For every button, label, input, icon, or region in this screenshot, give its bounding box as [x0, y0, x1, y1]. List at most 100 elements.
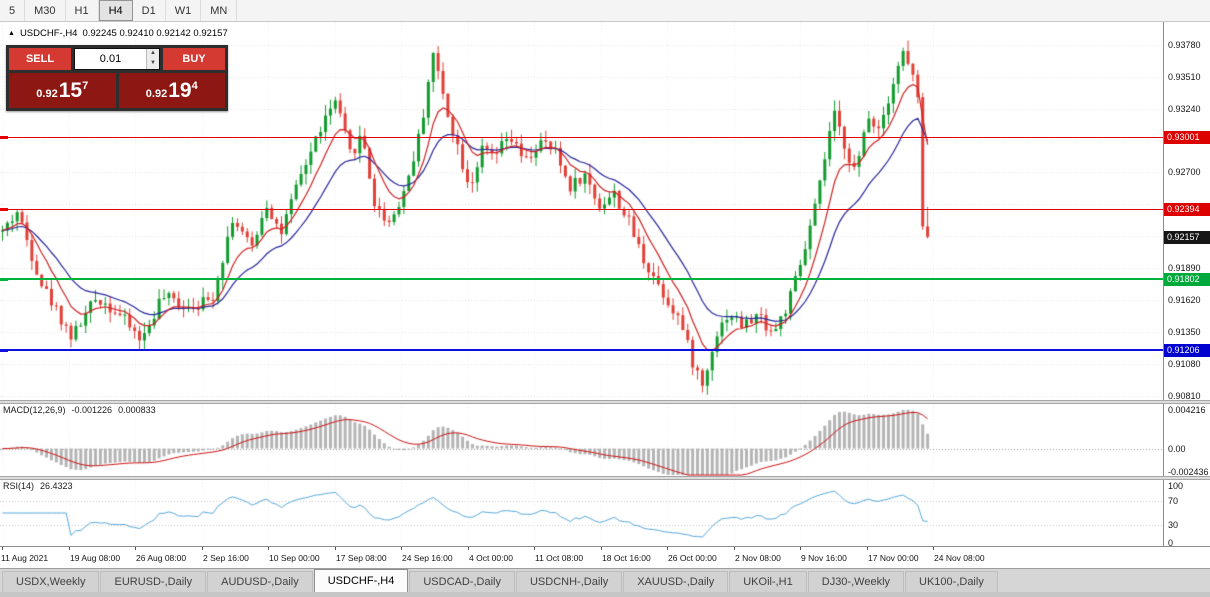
time-label: 10 Sep 00:00	[269, 553, 320, 563]
line-handle-icon[interactable]	[0, 349, 8, 352]
price-tick-label: 0.93510	[1168, 72, 1201, 82]
buy-button[interactable]: BUY	[163, 48, 225, 70]
time-tick	[135, 547, 136, 550]
time-label: 2 Sep 16:00	[203, 553, 249, 563]
time-tick	[800, 547, 801, 550]
volume-spinner: ▲ ▼	[146, 49, 159, 69]
tab-audusd-daily[interactable]: AUDUSD-,Daily	[207, 571, 313, 592]
tab-uk100-daily[interactable]: UK100-,Daily	[905, 571, 998, 592]
price-scale[interactable]: 0.93780 0.93510 0.93240 0.92700 0.91890 0.916…	[1163, 22, 1210, 568]
price-tick-label: 0.91620	[1168, 295, 1201, 305]
time-label: 26 Aug 08:00	[136, 553, 187, 563]
tab-usdchf-h4[interactable]: USDCHF-,H4	[313, 569, 409, 592]
volume-down-button[interactable]: ▼	[147, 59, 159, 69]
time-label: 17 Nov 00:00	[868, 553, 919, 563]
price-tick-label: 0.91890	[1168, 263, 1201, 273]
price-badge-093001: 0.93001	[1164, 131, 1210, 144]
line-handle-icon[interactable]	[0, 136, 8, 139]
macd-indicator-canvas[interactable]	[0, 404, 1163, 476]
chart-title-ohlc: 0.92245 0.92410 0.92142 0.92157	[82, 28, 228, 39]
rsi-indicator-canvas[interactable]	[0, 480, 1163, 546]
timeframe-button-h4[interactable]: H4	[98, 0, 133, 21]
price-tick-label: 0.90810	[1168, 391, 1201, 401]
rsi-label: RSI(14)	[3, 481, 35, 491]
sell-price-sup: 7	[82, 80, 89, 92]
time-tick	[867, 547, 868, 550]
timeframe-toolbar: 5 M30 H1 H4 D1 W1 MN	[0, 0, 1210, 22]
macd-value-2: 0.000833	[118, 405, 156, 415]
timeframe-button-m30[interactable]: M30	[25, 0, 66, 21]
tab-usdcad-daily[interactable]: USDCAD-,Daily	[409, 571, 515, 592]
bottom-strip	[0, 592, 1210, 597]
time-tick	[2, 547, 3, 550]
line-handle-icon[interactable]	[0, 208, 8, 211]
timeframe-button-5[interactable]: 5	[0, 0, 26, 21]
volume-up-button[interactable]: ▲	[147, 49, 159, 59]
price-badge-092394: 0.92394	[1164, 203, 1210, 216]
time-tick	[401, 547, 402, 550]
rsi-axis-label: 100	[1168, 481, 1184, 491]
chart-title-symbol: USDCHF-,H4	[19, 28, 78, 39]
time-label: 11 Aug 2021	[1, 553, 49, 563]
time-label: 19 Aug 08:00	[70, 553, 121, 563]
time-label: 17 Sep 08:00	[336, 553, 387, 563]
pane-divider-macd[interactable]	[0, 400, 1210, 404]
macd-axis-label: 0.004216	[1168, 405, 1206, 415]
horizontal-line-091802[interactable]	[0, 278, 1163, 280]
tab-xauusd-daily[interactable]: XAUUSD-,Daily	[623, 571, 729, 592]
timeframe-button-w1[interactable]: W1	[166, 0, 202, 21]
time-label: 11 Oct 08:00	[535, 553, 584, 563]
sell-price-big: 15	[58, 79, 83, 102]
time-tick	[601, 547, 602, 550]
chart-area[interactable]: ▲ USDCHF-,H4 0.92245 0.92410 0.92142 0.9…	[0, 22, 1210, 568]
timeframe-button-h1[interactable]: H1	[66, 0, 99, 21]
rsi-axis-label: 70	[1168, 496, 1179, 506]
time-label: 2 Nov 08:00	[735, 553, 781, 563]
time-label: 4 Oct 00:00	[469, 553, 513, 563]
horizontal-line-093001[interactable]	[0, 137, 1163, 138]
time-tick	[734, 547, 735, 550]
line-handle-icon[interactable]	[0, 278, 8, 281]
sell-price-prefix: 0.92	[36, 88, 58, 100]
time-label: 9 Nov 16:00	[801, 553, 847, 563]
volume-input[interactable]	[75, 49, 146, 69]
rsi-axis-label: 0	[1168, 538, 1174, 548]
sell-price-display[interactable]: 0.92 15 7	[9, 73, 116, 108]
price-badge-091206: 0.91206	[1164, 344, 1210, 357]
macd-label-row: MACD(12,26,9) -0.001226 0.000833	[3, 405, 156, 415]
sell-button[interactable]: SELL	[9, 48, 71, 70]
horizontal-line-091206[interactable]	[0, 349, 1163, 351]
price-tick-label: 0.93240	[1168, 104, 1201, 114]
time-tick	[202, 547, 203, 550]
buy-price-big: 19	[168, 79, 192, 102]
time-tick	[534, 547, 535, 550]
tab-usdx-weekly[interactable]: USDX,Weekly	[2, 571, 100, 592]
rsi-value: 26.4323	[40, 481, 73, 491]
macd-axis-label: 0.00	[1168, 444, 1186, 454]
volume-field-wrap: ▲ ▼	[74, 48, 160, 70]
tab-usdcnh-daily[interactable]: USDCNH-,Daily	[515, 571, 623, 592]
price-tick-label: 0.91350	[1168, 327, 1201, 337]
price-tick-label: 0.93780	[1168, 40, 1201, 50]
macd-value-1: -0.001226	[71, 405, 113, 415]
buy-price-display[interactable]: 0.92 19 4	[118, 73, 225, 108]
time-tick	[933, 547, 934, 550]
time-tick	[667, 547, 668, 550]
trade-prices-row: 0.92 15 7 0.92 19 4	[9, 73, 225, 108]
rsi-axis-label: 30	[1168, 520, 1179, 530]
timeframe-button-mn[interactable]: MN	[201, 0, 238, 21]
collapse-triangle-icon[interactable]: ▲	[8, 30, 15, 37]
time-axis[interactable]: 11 Aug 2021 19 Aug 08:00 26 Aug 08:00 2 Sep…	[0, 546, 1210, 568]
time-tick	[69, 547, 70, 550]
tab-dj30-weekly[interactable]: DJ30-,Weekly	[807, 571, 905, 592]
timeframe-button-d1[interactable]: D1	[133, 0, 166, 21]
buy-price-sup: 4	[191, 80, 198, 92]
tab-eurusd-daily[interactable]: EURUSD-,Daily	[100, 571, 207, 592]
pane-divider-rsi[interactable]	[0, 476, 1210, 480]
trade-buttons-row: SELL ▲ ▼ BUY	[9, 48, 225, 70]
one-click-trading-panel: SELL ▲ ▼ BUY 0.92 15 7 0.92 19 4	[6, 45, 228, 111]
horizontal-line-092394[interactable]	[0, 209, 1163, 210]
price-badge-091802: 0.91802	[1164, 273, 1210, 286]
macd-axis-label: -0.002436	[1168, 467, 1209, 477]
tab-ukoil-h1[interactable]: UKOil-,H1	[729, 571, 807, 592]
